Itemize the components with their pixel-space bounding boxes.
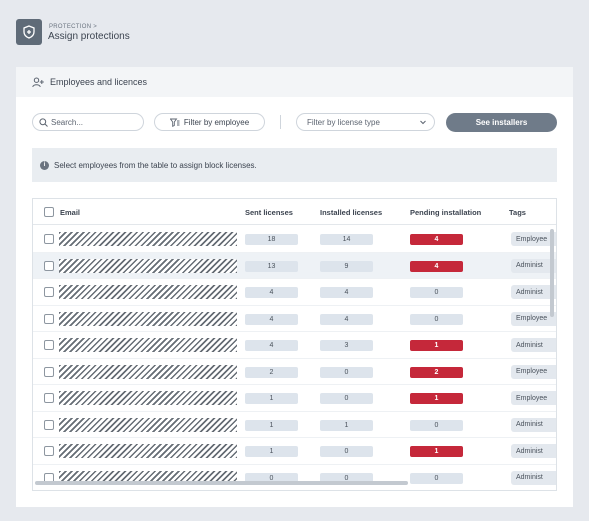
sent-licenses-value: 4 (245, 313, 298, 325)
table-row[interactable]: 2 0 2 Employee (33, 359, 556, 385)
sent-licenses-value: 1 (245, 419, 298, 431)
search-icon (39, 117, 48, 127)
installed-licenses-value: 0 (320, 446, 373, 457)
table-row[interactable]: 4 4 0 Employee (33, 306, 556, 332)
pending-installation-value: 0 (410, 313, 463, 325)
row-checkbox[interactable] (44, 313, 54, 324)
license-type-placeholder: Filter by license type (307, 117, 380, 127)
sent-licenses-value: 4 (245, 340, 298, 351)
redacted-email (59, 232, 237, 246)
table-row[interactable]: 4 4 0 Administ (33, 279, 556, 306)
column-sent-licenses[interactable]: Sent licenses (245, 208, 293, 217)
redacted-email (59, 338, 237, 352)
tag-badge: Administ (511, 470, 556, 485)
filter-by-employee-button[interactable]: Filter by employee (154, 113, 265, 131)
redacted-email (59, 444, 237, 458)
sent-licenses-value: 13 (245, 260, 298, 272)
tag-badge: Employee (511, 232, 556, 246)
toolbar-divider (280, 115, 281, 129)
info-banner: i Select employees from the table to ass… (32, 148, 557, 182)
table-row[interactable]: 4 3 1 Administ (33, 332, 556, 359)
row-checkbox[interactable] (44, 260, 54, 271)
table-row[interactable]: 13 9 4 Administ (33, 252, 556, 279)
installed-licenses-value: 4 (320, 313, 373, 325)
tag-badge: Administ (511, 444, 556, 458)
installed-licenses-value: 9 (320, 260, 373, 272)
filter-icon (169, 118, 180, 127)
search-input[interactable] (51, 117, 136, 127)
installed-licenses-value: 3 (320, 340, 373, 351)
horizontal-scrollbar[interactable] (35, 481, 408, 485)
redacted-email (59, 311, 237, 326)
tag-badge: Employee (511, 364, 556, 379)
row-checkbox[interactable] (44, 419, 54, 430)
pending-installation-value: 0 (410, 287, 463, 298)
pending-installation-value: 4 (410, 260, 463, 272)
pending-installation-value: 2 (410, 366, 463, 378)
column-email[interactable]: Email (60, 208, 81, 217)
redacted-email (59, 391, 237, 405)
redacted-email (59, 285, 237, 299)
pending-installation-value: 1 (410, 446, 463, 457)
tag-badge: Administ (511, 338, 556, 352)
tag-badge: Employee (511, 391, 556, 405)
see-installers-button[interactable]: See installers (446, 113, 557, 132)
employees-table: Email Sent licenses Installed licenses P… (32, 198, 557, 491)
select-all-checkbox[interactable] (44, 207, 54, 217)
chevron-down-icon (420, 120, 426, 125)
pending-installation-value: 1 (410, 393, 463, 404)
breadcrumb[interactable]: PROTECTION > (49, 24, 98, 30)
tag-badge: Administ (511, 417, 556, 432)
filter-by-employee-label: Filter by employee (183, 117, 250, 127)
info-text: Select employees from the table to assig… (54, 160, 257, 170)
installed-licenses-value: 4 (320, 287, 373, 298)
installed-licenses-value: 1 (320, 419, 373, 431)
license-type-select[interactable]: Filter by license type (296, 113, 435, 131)
installed-licenses-value: 14 (320, 234, 373, 245)
column-tags[interactable]: Tags (509, 208, 526, 217)
sent-licenses-value: 18 (245, 234, 298, 245)
pending-installation-value: 1 (410, 340, 463, 351)
tag-badge: Administ (511, 258, 556, 273)
table-row[interactable]: 18 14 4 Employee (33, 226, 556, 253)
sent-licenses-value: 1 (245, 446, 298, 457)
sent-licenses-value: 4 (245, 287, 298, 298)
row-checkbox[interactable] (44, 340, 54, 350)
row-checkbox[interactable] (44, 393, 54, 403)
sent-licenses-value: 2 (245, 366, 298, 378)
installed-licenses-value: 0 (320, 366, 373, 378)
redacted-email (59, 417, 237, 432)
add-user-icon (32, 76, 44, 88)
page-title: Assign protections (48, 31, 130, 42)
sent-licenses-value: 1 (245, 393, 298, 404)
tag-badge: Administ (511, 285, 556, 299)
column-pending-installation[interactable]: Pending installation (410, 208, 482, 217)
card-header: Employees and licences (16, 67, 573, 97)
redacted-email (59, 364, 237, 379)
installed-licenses-value: 0 (320, 393, 373, 404)
sent-licenses-value: 0 (245, 472, 298, 484)
employees-card: Employees and licences Filter by employe… (16, 67, 573, 507)
vertical-scrollbar[interactable] (550, 229, 554, 317)
tag-badge: Employee (511, 311, 556, 326)
row-checkbox[interactable] (44, 287, 54, 297)
row-checkbox[interactable] (44, 446, 54, 456)
row-checkbox[interactable] (44, 234, 54, 244)
pending-installation-value: 0 (410, 419, 463, 431)
table-row[interactable]: 1 0 1 Administ (33, 438, 556, 465)
row-checkbox[interactable] (44, 366, 54, 377)
info-icon: i (40, 160, 49, 170)
pending-installation-value: 4 (410, 234, 463, 245)
table-row[interactable]: 1 1 0 Administ (33, 412, 556, 438)
redacted-email (59, 258, 237, 273)
table-row[interactable]: 0 0 0 Administ (33, 465, 556, 491)
protection-shield-icon (16, 19, 42, 45)
card-title: Employees and licences (50, 77, 148, 87)
table-header: Email Sent licenses Installed licenses P… (33, 199, 556, 225)
table-row[interactable]: 1 0 1 Employee (33, 385, 556, 412)
search-box[interactable] (32, 113, 144, 131)
column-installed-licenses[interactable]: Installed licenses (320, 208, 383, 217)
pending-installation-value: 0 (410, 472, 463, 484)
installed-licenses-value: 0 (320, 472, 373, 484)
